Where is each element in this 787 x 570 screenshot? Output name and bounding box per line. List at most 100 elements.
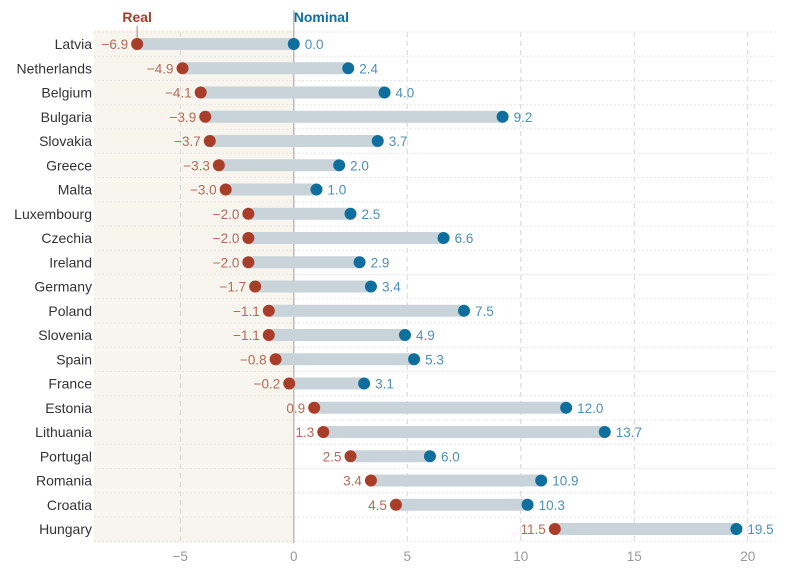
nominal-value-label: 3.1 xyxy=(375,377,394,392)
data-labels: −6.9 0.0 −4.9 2.4 −4.1 4.0 −3.9 9.2 −3.7 3.7 −3.3 2… xyxy=(101,37,773,537)
real-point xyxy=(242,207,255,220)
category-label: Greece xyxy=(46,157,92,173)
category-label: Netherlands xyxy=(17,60,93,76)
real-value-label: −1.1 xyxy=(233,328,260,343)
nominal-value-label: 13.7 xyxy=(616,425,642,440)
nominal-value-label: 0.0 xyxy=(305,37,324,52)
real-value-label: −0.2 xyxy=(254,377,281,392)
x-tick-label: 10 xyxy=(513,549,528,564)
nominal-point xyxy=(560,401,573,414)
real-point xyxy=(194,86,207,99)
real-point xyxy=(269,353,282,366)
row-separators xyxy=(94,31,775,542)
nominal-point xyxy=(535,474,548,487)
category-label: Malta xyxy=(58,182,92,198)
real-value-label: 0.9 xyxy=(286,401,305,416)
nominal-point xyxy=(730,523,743,535)
real-value-label: −3.3 xyxy=(183,158,210,173)
legend-real: Real xyxy=(122,9,152,25)
real-value-label: −4.9 xyxy=(147,61,174,76)
real-point xyxy=(199,110,212,123)
nominal-point xyxy=(398,329,411,341)
nominal-point xyxy=(333,159,346,172)
real-point xyxy=(389,498,402,511)
category-label: Belgium xyxy=(41,85,92,101)
real-value-label: −3.7 xyxy=(174,134,201,149)
real-point xyxy=(242,256,255,269)
real-value-label: 4.5 xyxy=(368,498,387,513)
nominal-value-label: 9.2 xyxy=(514,110,533,125)
nominal-value-label: 1.0 xyxy=(327,183,346,198)
real-point xyxy=(262,329,275,341)
real-value-label: −4.1 xyxy=(165,86,192,101)
nominal-point xyxy=(287,38,300,50)
category-label: Slovakia xyxy=(39,133,92,149)
nominal-point xyxy=(358,377,371,390)
nominal-point xyxy=(408,353,421,366)
nominal-value-label: 2.4 xyxy=(359,61,378,76)
real-value-label: −3.9 xyxy=(170,110,197,125)
real-value-label: −2.0 xyxy=(213,207,240,222)
category-label: Poland xyxy=(48,303,92,319)
category-label: Hungary xyxy=(39,521,92,537)
real-point xyxy=(131,38,144,50)
nominal-value-label: 3.4 xyxy=(382,280,401,295)
nominal-value-label: 2.9 xyxy=(371,255,390,270)
data-points xyxy=(131,38,743,535)
nominal-point xyxy=(458,304,471,317)
legend-nominal: Nominal xyxy=(294,9,349,25)
real-value-label: −0.8 xyxy=(240,352,267,367)
real-point xyxy=(242,232,255,244)
nominal-value-label: 4.0 xyxy=(396,86,415,101)
real-value-label: 1.3 xyxy=(295,425,314,440)
real-value-label: −1.7 xyxy=(220,280,247,295)
real-value-label: −1.1 xyxy=(233,304,260,319)
nominal-point xyxy=(521,498,534,511)
category-label: France xyxy=(48,376,92,392)
real-value-label: 3.4 xyxy=(343,474,362,489)
real-point xyxy=(317,426,330,438)
nominal-point xyxy=(496,110,509,123)
category-label: Bulgaria xyxy=(41,109,93,125)
real-point xyxy=(203,135,216,147)
real-point xyxy=(364,474,377,487)
category-label: Estonia xyxy=(45,400,92,416)
x-tick-label: 5 xyxy=(404,549,412,564)
nominal-point xyxy=(378,86,391,99)
nominal-value-label: 12.0 xyxy=(577,401,603,416)
real-value-label: 2.5 xyxy=(323,449,342,464)
real-value-label: −2.0 xyxy=(213,255,240,270)
x-axis-ticks: −5 0 5 10 15 20 xyxy=(173,549,756,564)
category-label: Romania xyxy=(36,473,92,489)
real-value-label: −6.9 xyxy=(101,37,128,52)
nominal-value-label: 6.6 xyxy=(455,231,474,246)
real-point xyxy=(249,280,262,293)
nominal-value-label: 3.7 xyxy=(389,134,408,149)
x-tick-label: 0 xyxy=(290,549,298,564)
nominal-point xyxy=(423,450,436,463)
real-point xyxy=(212,159,225,172)
nominal-point xyxy=(437,232,450,244)
nominal-point xyxy=(344,207,357,220)
real-value-label: −3.0 xyxy=(190,183,217,198)
nominal-point xyxy=(371,135,384,147)
nominal-value-label: 7.5 xyxy=(475,304,494,319)
nominal-value-label: 6.0 xyxy=(441,449,460,464)
category-label: Portugal xyxy=(40,448,92,464)
real-point xyxy=(344,450,357,463)
nominal-point xyxy=(364,280,377,293)
x-tick-label: 15 xyxy=(627,549,642,564)
nominal-value-label: 19.5 xyxy=(747,522,773,537)
nominal-point xyxy=(310,183,323,196)
x-tick-label: −5 xyxy=(173,549,188,564)
nominal-value-label: 10.3 xyxy=(539,498,565,513)
nominal-value-label: 4.9 xyxy=(416,328,435,343)
category-label: Germany xyxy=(34,279,92,295)
nominal-value-label: 2.5 xyxy=(362,207,381,222)
nominal-value-label: 5.3 xyxy=(425,352,444,367)
real-point xyxy=(219,183,232,196)
category-label: Croatia xyxy=(47,497,92,513)
nominal-point xyxy=(342,62,355,75)
real-point xyxy=(176,62,189,75)
